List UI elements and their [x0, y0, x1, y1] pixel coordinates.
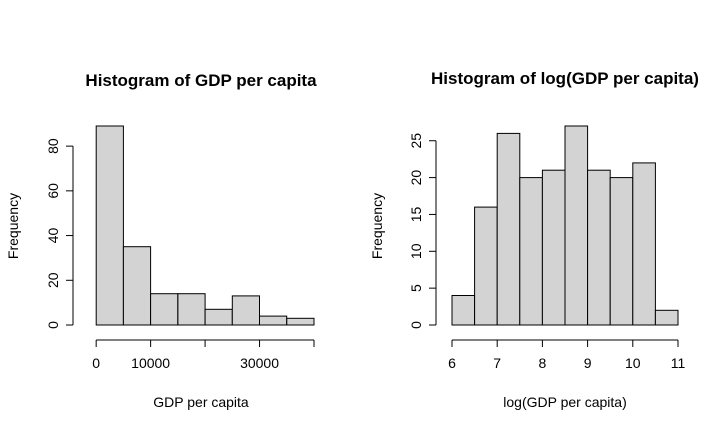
y-tick-label: 40: [45, 228, 61, 244]
x-tick-label: 0: [92, 355, 100, 371]
histogram-bar: [654, 309, 679, 326]
histogram-bar: [519, 177, 543, 326]
x-tick-label: 8: [539, 355, 547, 371]
y-tick-label: 5: [408, 284, 424, 292]
histogram-bar: [451, 295, 476, 326]
x-tick-label: 11: [671, 355, 686, 371]
histogram-bar: [204, 308, 233, 326]
x-tick-label: 9: [584, 355, 592, 371]
histogram-bar: [95, 125, 124, 326]
histogram-bar: [474, 206, 498, 326]
log-gdp-histogram-panel: Histogram of log(GDP per capita) 6 7 8 9 10 1…: [369, 69, 699, 410]
x-tick-label: 7: [493, 355, 501, 371]
y-tick-label: 80: [45, 138, 61, 154]
y-tick-label: 0: [45, 321, 61, 329]
x-tick-label: 10: [625, 355, 641, 371]
x-axis-label: GDP per capita: [153, 394, 249, 410]
histogram-bar: [564, 125, 589, 326]
histogram-bar: [286, 317, 315, 326]
histogram-bar: [122, 246, 152, 326]
histogram-bar: [541, 169, 566, 326]
x-tick-label: 10000: [131, 355, 170, 371]
x-tick-label: 30000: [240, 355, 279, 371]
y-tick-label: 10: [408, 243, 424, 259]
y-tick-label: 15: [408, 206, 424, 222]
y-tick-label: 0: [408, 321, 424, 329]
histogram-bar: [177, 293, 206, 326]
histogram-bar: [231, 295, 261, 326]
gdp-histogram-panel: Histogram of GDP per capita 0 10000 30000 …: [5, 71, 317, 410]
x-tick-label: 6: [448, 355, 456, 371]
histogram-bar: [609, 177, 634, 326]
y-axis-label: Frequency: [369, 193, 385, 259]
chart-title: Histogram of log(GDP per capita): [431, 69, 699, 88]
x-ticks: 6 7 8 9 10 11: [448, 340, 685, 371]
y-tick-label: 60: [45, 183, 61, 199]
chart-title: Histogram of GDP per capita: [85, 71, 317, 90]
histogram-bar: [587, 169, 611, 326]
x-ticks: 0 10000 30000: [92, 340, 315, 371]
histogram-bar: [150, 293, 179, 326]
y-ticks: 0 20 40 60 80: [45, 138, 73, 329]
histogram-bar: [259, 315, 288, 326]
histogram-bar: [496, 132, 521, 326]
x-axis-label: log(GDP per capita): [503, 394, 626, 410]
y-tick-label: 20: [408, 170, 424, 186]
y-tick-label: 20: [45, 272, 61, 288]
y-tick-label: 25: [408, 133, 424, 149]
y-axis-label: Frequency: [5, 193, 21, 259]
bars-group: [451, 125, 679, 326]
bars-group: [95, 125, 315, 326]
y-ticks: 0 5 10 15 20 25: [408, 133, 436, 329]
histogram-bar: [632, 162, 656, 326]
